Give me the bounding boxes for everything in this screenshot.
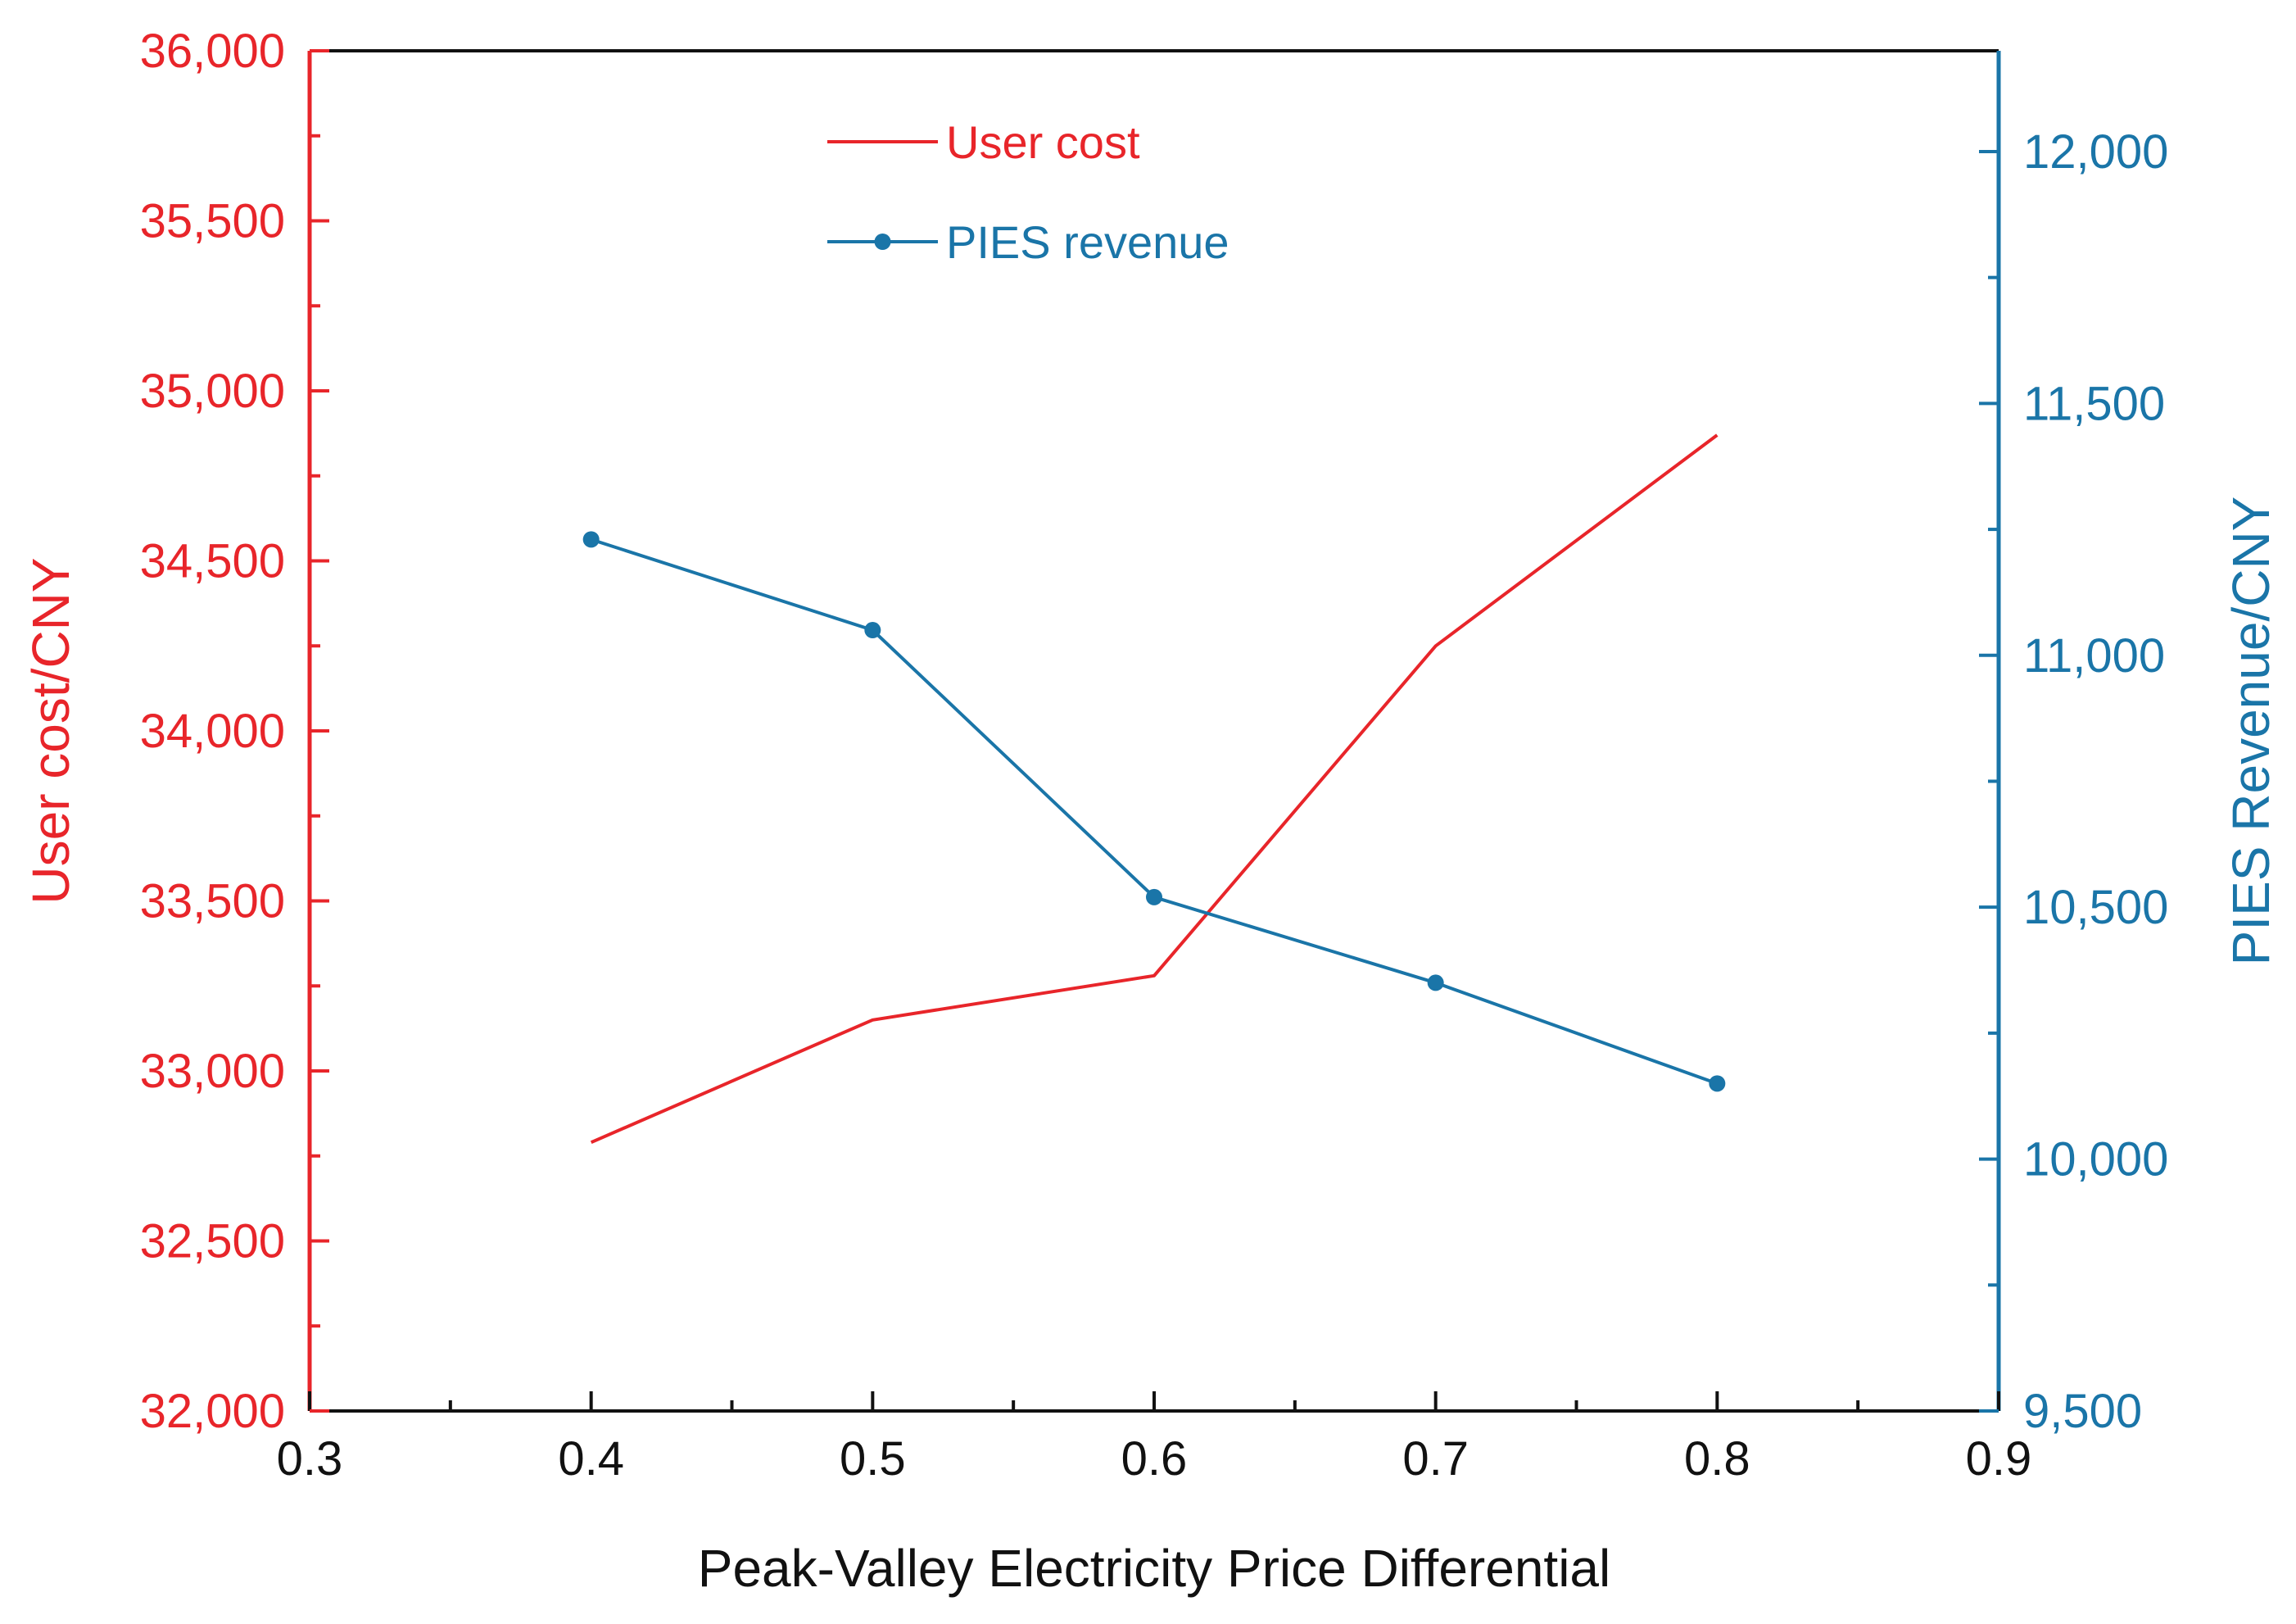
x-tick-label: 0.8 [1684,1432,1750,1486]
user-cost-line [590,433,1719,1145]
x-axis-title: Peak-Valley Electricity Price Differenti… [698,1539,1610,1598]
y-left-tick-label: 32,000 [140,1385,285,1438]
x-tick-label: 0.5 [840,1432,906,1486]
y-left-tick-label: 34,500 [140,535,285,588]
y-left-tick-label: 36,000 [140,25,285,78]
x-tick-label: 0.3 [277,1432,343,1486]
y-left-tick-label: 33,000 [140,1045,285,1098]
y-right-axis-ticks: 9,500 10,000 10,500 11,000 11,500 12,000 [1979,125,2168,1438]
x-tick-label: 0.7 [1402,1432,1469,1486]
legend-pies-revenue-label: PIES revenue [946,216,1230,268]
x-tick-label: 0.9 [1966,1432,2032,1486]
y-right-tick-label: 11,500 [2023,377,2165,430]
legend-pies-revenue-marker [874,234,891,250]
y-right-tick-label: 12,000 [2023,125,2168,179]
pies-revenue-point [864,622,881,639]
y-left-axis-ticks: 32,000 32,500 33,000 33,500 34,000 34,500 35,0… [140,25,329,1438]
x-tick-label: 0.4 [558,1432,624,1486]
y-right-tick-label: 9,500 [2023,1385,2142,1438]
y-right-tick-label: 10,000 [2023,1133,2168,1186]
y-left-tick-label: 34,000 [140,705,285,758]
pies-revenue-line [591,538,1718,1086]
pies-revenue-point [582,531,600,548]
y-right-axis-title: PIES Revenue/CNY [2221,497,2280,966]
y-left-tick-label: 33,500 [140,875,285,928]
y-right-tick-label: 10,500 [2023,881,2168,934]
pies-revenue-point [1427,974,1444,991]
pies-revenue-point [1709,1075,1726,1092]
y-left-tick-label: 32,500 [140,1215,285,1268]
legend-user-cost-label: User cost [946,116,1140,168]
series-layer [582,433,1726,1145]
x-axis-ticks: 0.3 0.4 0.5 0.6 0.7 0.8 0.9 [277,1391,2032,1486]
pies-revenue-point [1146,888,1162,905]
y-right-tick-label: 11,000 [2023,629,2165,683]
x-tick-label: 0.6 [1121,1432,1188,1486]
y-left-axis-title: User cost/CNY [21,557,80,904]
legend: User cost PIES revenue [827,116,1230,268]
y-left-tick-label: 35,500 [140,195,285,248]
y-left-tick-label: 35,000 [140,365,285,418]
